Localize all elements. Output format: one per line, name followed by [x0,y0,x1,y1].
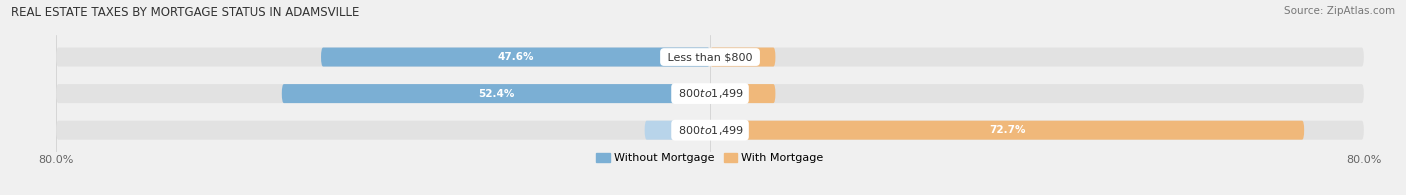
Text: 0.0%: 0.0% [718,52,744,62]
Legend: Without Mortgage, With Mortgage: Without Mortgage, With Mortgage [592,148,828,168]
FancyBboxPatch shape [321,48,710,66]
Text: 47.6%: 47.6% [498,52,534,62]
Text: $800 to $1,499: $800 to $1,499 [675,87,745,100]
Text: Source: ZipAtlas.com: Source: ZipAtlas.com [1284,6,1395,16]
FancyBboxPatch shape [710,48,776,66]
FancyBboxPatch shape [56,48,1364,66]
FancyBboxPatch shape [281,84,710,103]
FancyBboxPatch shape [710,84,776,103]
Text: 72.7%: 72.7% [988,125,1025,135]
Text: 0.0%: 0.0% [718,89,744,99]
Text: $800 to $1,499: $800 to $1,499 [675,124,745,137]
FancyBboxPatch shape [710,121,1305,140]
FancyBboxPatch shape [56,121,1364,140]
Text: REAL ESTATE TAXES BY MORTGAGE STATUS IN ADAMSVILLE: REAL ESTATE TAXES BY MORTGAGE STATUS IN … [11,6,360,19]
FancyBboxPatch shape [644,121,710,140]
Text: 52.4%: 52.4% [478,89,515,99]
Text: Less than $800: Less than $800 [664,52,756,62]
Text: 0.0%: 0.0% [676,125,702,135]
FancyBboxPatch shape [56,84,1364,103]
